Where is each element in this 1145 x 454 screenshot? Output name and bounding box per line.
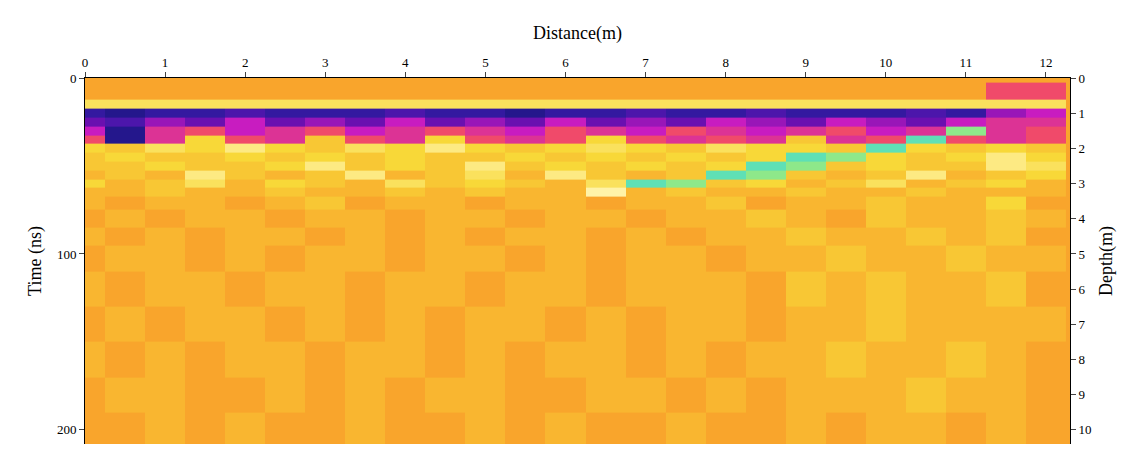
svg-text:3: 3	[322, 55, 329, 70]
svg-text:10: 10	[1079, 422, 1092, 437]
svg-text:0: 0	[70, 71, 77, 86]
svg-text:5: 5	[1079, 247, 1086, 262]
svg-text:6: 6	[1079, 282, 1086, 297]
svg-text:9: 9	[1079, 387, 1086, 402]
svg-text:Depth(m): Depth(m)	[1096, 226, 1117, 296]
svg-text:8: 8	[1079, 352, 1086, 367]
svg-text:2: 2	[1079, 141, 1086, 156]
svg-text:6: 6	[562, 55, 569, 70]
svg-text:200: 200	[57, 422, 77, 437]
svg-text:1: 1	[1079, 106, 1086, 121]
svg-text:0: 0	[82, 55, 89, 70]
svg-text:7: 7	[1079, 317, 1086, 332]
svg-text:11: 11	[960, 55, 973, 70]
svg-text:9: 9	[802, 55, 809, 70]
svg-text:8: 8	[722, 55, 729, 70]
svg-text:1: 1	[162, 55, 169, 70]
svg-text:7: 7	[642, 55, 649, 70]
svg-text:0: 0	[1079, 71, 1086, 86]
svg-text:Time (ns): Time (ns)	[25, 226, 46, 296]
svg-text:2: 2	[242, 55, 249, 70]
svg-text:100: 100	[57, 247, 77, 262]
svg-text:4: 4	[402, 55, 409, 70]
svg-text:4: 4	[1079, 211, 1086, 226]
svg-text:10: 10	[879, 55, 892, 70]
svg-text:Distance(m): Distance(m)	[533, 23, 622, 44]
svg-text:3: 3	[1079, 176, 1086, 191]
svg-text:5: 5	[482, 55, 489, 70]
svg-text:12: 12	[1039, 55, 1052, 70]
